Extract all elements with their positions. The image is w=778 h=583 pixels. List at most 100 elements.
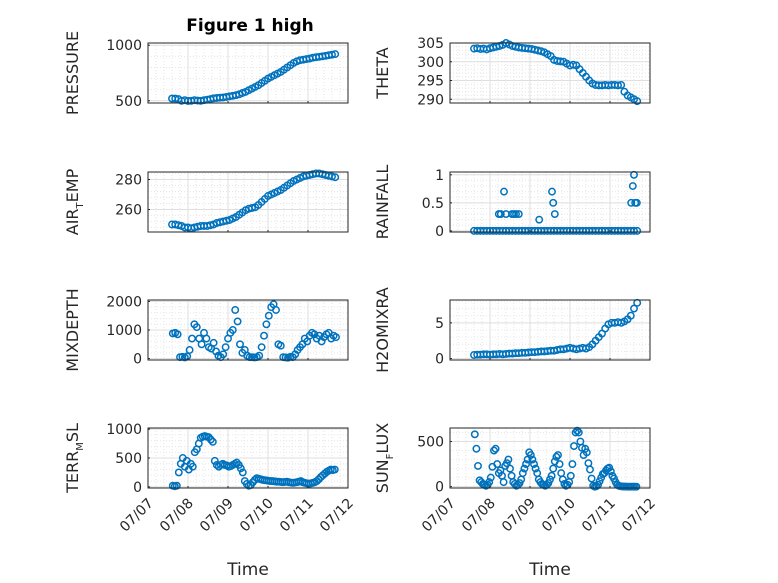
x-tick-label: 07/11 bbox=[277, 496, 317, 536]
x-tick-label: 07/11 bbox=[579, 496, 619, 536]
data-point bbox=[633, 226, 642, 235]
x-tick-label: 07/10 bbox=[539, 496, 579, 536]
subplot-air-temp: 260 280 AIRTEMP bbox=[63, 168, 349, 235]
data-point bbox=[549, 198, 558, 207]
data-point bbox=[630, 226, 638, 235]
data-point bbox=[231, 306, 240, 314]
y-tick-label: 0 bbox=[133, 480, 142, 496]
data-point bbox=[606, 467, 615, 476]
axes-box bbox=[449, 42, 651, 104]
data-point bbox=[208, 437, 217, 446]
y-tick-label: 0 bbox=[435, 480, 444, 496]
y-tick-label: 5 bbox=[435, 316, 444, 332]
data-point bbox=[272, 306, 280, 314]
data-point bbox=[627, 198, 636, 207]
data-point bbox=[188, 334, 196, 343]
data-point bbox=[221, 343, 230, 352]
data-point bbox=[236, 464, 245, 473]
y-tick-label: 300 bbox=[417, 55, 444, 71]
data-point bbox=[586, 465, 594, 474]
y-tick-label: 0 bbox=[435, 224, 444, 240]
axes-box bbox=[147, 42, 349, 104]
y-axis-label: PRESSURE bbox=[63, 31, 82, 115]
data-point bbox=[558, 475, 567, 484]
data-point bbox=[518, 469, 527, 478]
data-point bbox=[570, 442, 578, 450]
data-point bbox=[219, 350, 228, 359]
data-point bbox=[571, 428, 580, 437]
y-tick-label: 0 bbox=[133, 352, 142, 368]
y-axis-label: H2OMIXRA bbox=[373, 287, 392, 373]
data-point bbox=[474, 461, 482, 470]
figure-title: Figure 1 high bbox=[186, 16, 314, 36]
data-point bbox=[332, 333, 340, 342]
data-point bbox=[255, 351, 264, 360]
data-point bbox=[632, 482, 641, 491]
data-point bbox=[552, 452, 561, 461]
y-tick-label: 280 bbox=[115, 173, 142, 189]
subplot-h2omixra: 0 5 H2OMIXRA bbox=[373, 287, 651, 373]
x-tick-label: 07/12 bbox=[317, 496, 357, 536]
y-tick-label: 305 bbox=[417, 36, 444, 52]
data-point bbox=[628, 182, 637, 190]
y-axis-label: THETA bbox=[373, 47, 392, 99]
data-point bbox=[172, 481, 181, 490]
subplot-terr-msl: 07/07 07/08 07/09 07/10 07/11 07/12 0 500 1000 TE… bbox=[63, 422, 357, 535]
data-point bbox=[491, 444, 500, 453]
data-point bbox=[174, 468, 183, 477]
subplot-mixdepth: 0 1000 2000 MIXDEPTH bbox=[63, 288, 349, 372]
subplot-rainfall: 0 0.5 1 RAINFALL bbox=[373, 165, 651, 240]
data-point bbox=[547, 471, 556, 480]
data-point bbox=[276, 341, 285, 350]
data-point bbox=[512, 210, 520, 219]
x-tick-label: 07/07 bbox=[419, 496, 459, 536]
axes-box bbox=[449, 171, 651, 233]
y-tick-label: 500 bbox=[115, 451, 142, 467]
data-point bbox=[531, 464, 540, 473]
y-tick-label: 0.5 bbox=[422, 196, 444, 212]
data-point bbox=[587, 474, 596, 483]
y-tick-label: 2000 bbox=[106, 294, 142, 310]
subplot-theta: 290 295 300 305 THETA bbox=[373, 36, 651, 108]
data-point bbox=[238, 468, 247, 477]
x-axis-label: Time bbox=[528, 560, 571, 580]
data-point bbox=[248, 204, 256, 212]
data-point bbox=[514, 210, 523, 219]
data-point bbox=[260, 331, 268, 340]
y-axis-label: MIXDEPTH bbox=[63, 288, 82, 371]
data-point bbox=[470, 430, 479, 439]
subplot-sun-flux: 07/07 07/08 07/09 07/10 07/11 07/12 0 500 SUNFLU… bbox=[373, 423, 659, 536]
x-axis-label: Time bbox=[226, 560, 269, 580]
data-point bbox=[330, 465, 339, 474]
y-axis-label: SUNFLUX bbox=[373, 423, 396, 493]
x-tick-label: 07/08 bbox=[459, 496, 499, 536]
data-point bbox=[188, 462, 197, 471]
y-tick-label: 1000 bbox=[106, 323, 142, 339]
data-point bbox=[632, 198, 641, 207]
data-point bbox=[228, 326, 237, 334]
data-point bbox=[499, 478, 508, 487]
y-axis-label: RAINFALL bbox=[373, 165, 392, 240]
axes-box bbox=[449, 427, 651, 489]
data-point bbox=[490, 446, 498, 455]
y-tick-label: 1 bbox=[435, 168, 444, 184]
data-point bbox=[626, 311, 635, 320]
x-tick-label: 07/09 bbox=[197, 496, 237, 536]
y-tick-label: 1000 bbox=[106, 422, 142, 438]
y-axis-label: AIRTEMP bbox=[63, 168, 86, 235]
subplot-pressure: 500 1000 PRESSURE bbox=[63, 31, 349, 115]
data-point bbox=[197, 340, 206, 349]
data-point bbox=[493, 460, 502, 469]
data-point bbox=[550, 210, 559, 219]
x-tick-label: 07/07 bbox=[117, 496, 157, 536]
axes-box bbox=[449, 299, 651, 361]
data-point bbox=[192, 323, 201, 332]
data-point bbox=[331, 173, 340, 182]
data-point bbox=[328, 172, 336, 181]
data-point bbox=[210, 456, 219, 465]
data-point bbox=[582, 448, 591, 457]
data-point bbox=[500, 187, 508, 196]
data-point bbox=[494, 210, 503, 219]
data-point bbox=[331, 50, 340, 59]
data-point bbox=[173, 330, 182, 339]
